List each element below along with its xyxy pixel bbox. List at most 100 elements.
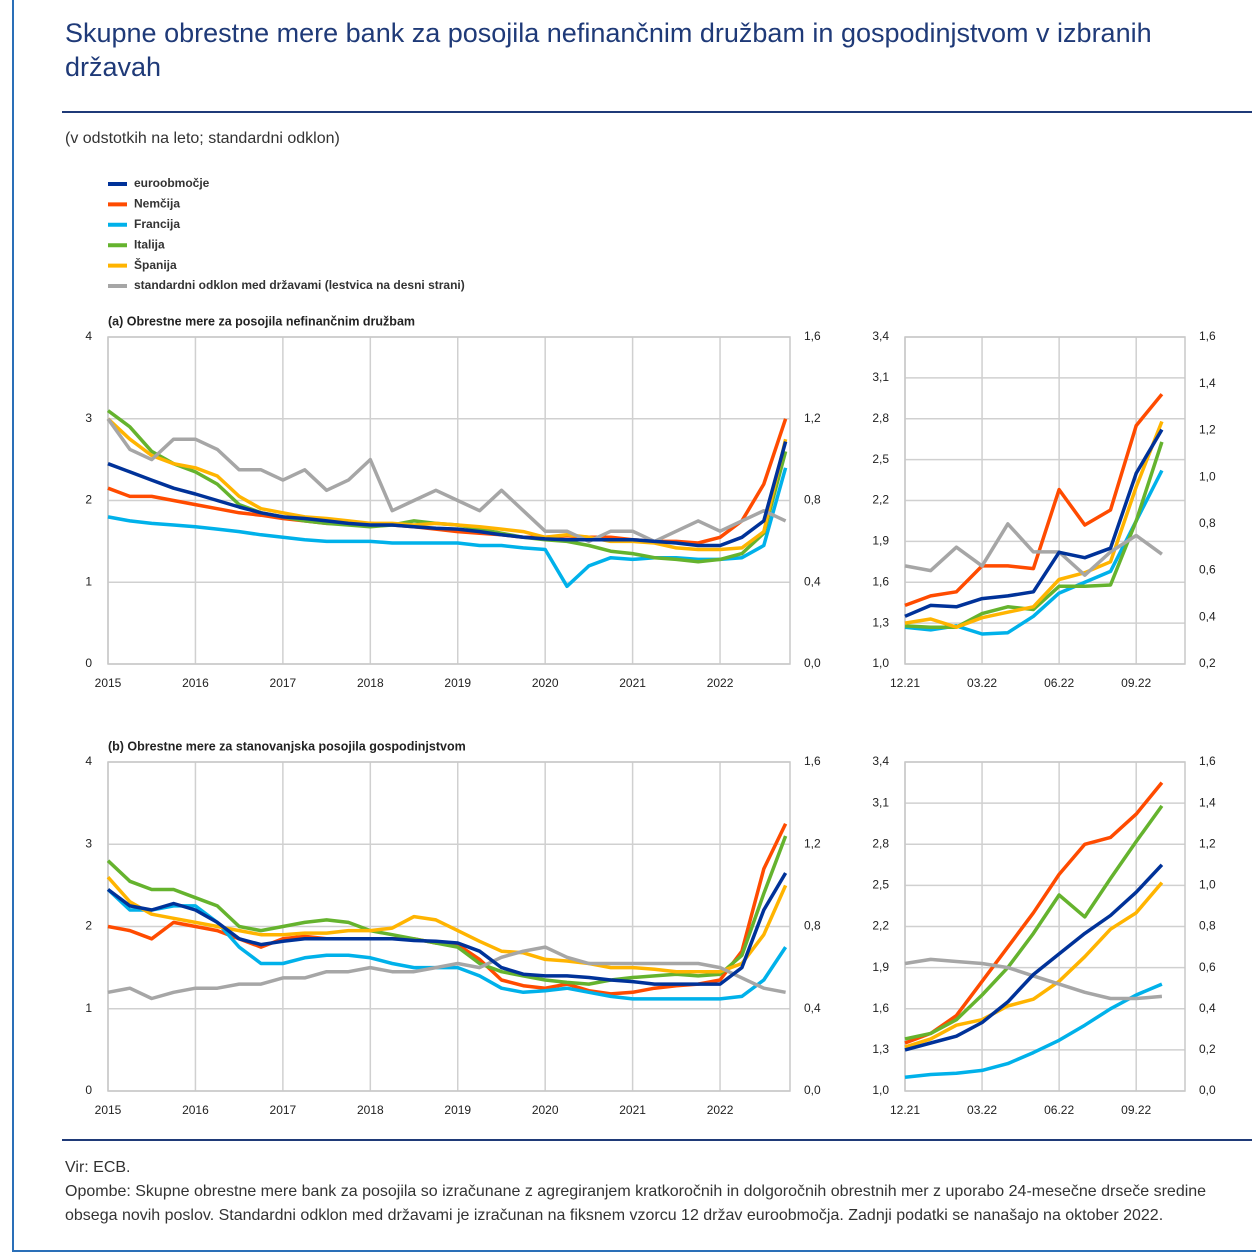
legend-label: Španija: [134, 257, 177, 272]
y2-tick-label: 0,8: [804, 493, 821, 507]
series-line: [106, 417, 787, 544]
y-tick-label: 1,6: [872, 1001, 889, 1015]
legend-label: Italija: [134, 237, 165, 251]
x-tick-label: 2015: [95, 1103, 122, 1117]
series-line: [904, 881, 1164, 1049]
series-line: [904, 393, 1164, 608]
y2-tick-label: 0,8: [1199, 516, 1216, 530]
footer: Vir: ECB. Opombe: Skupne obrestne mere b…: [65, 1156, 1240, 1228]
plot-frame: [904, 761, 1186, 1092]
x-tick-label: 03.22: [967, 1103, 997, 1117]
x-tick-label: 2018: [357, 676, 384, 690]
x-tick-label: 2016: [182, 1103, 209, 1117]
y2-tick-label: 1,0: [1199, 469, 1216, 483]
series-line: [904, 804, 1164, 1041]
x-tick-label: 2022: [707, 676, 734, 690]
y2-tick-label: 1,4: [1199, 376, 1216, 390]
y-tick-label: 0: [85, 656, 92, 670]
legend-label: standardni odklon med državami (lestvica…: [134, 278, 465, 292]
y2-tick-label: 1,6: [1199, 329, 1216, 343]
x-tick-label: 03.22: [967, 676, 997, 690]
source: Vir: ECB.: [65, 1159, 131, 1176]
x-tick-label: 2021: [619, 676, 646, 690]
panel-title: (a) Obrestne mere za posojila nefinančni…: [108, 314, 415, 328]
y2-tick-label: 0,0: [1199, 1083, 1216, 1097]
plot-frame: [107, 336, 791, 665]
x-tick-label: 06.22: [1044, 676, 1074, 690]
y2-tick-label: 0,4: [1199, 609, 1216, 623]
y2-tick-label: 1,6: [804, 754, 821, 768]
x-tick-label: 2016: [182, 676, 209, 690]
x-tick-label: 06.22: [1044, 1103, 1074, 1117]
y2-tick-label: 0,4: [1199, 1001, 1216, 1015]
y-tick-label: 2,5: [872, 452, 889, 466]
y-tick-label: 2: [85, 919, 92, 933]
y-tick-label: 3,4: [872, 329, 889, 343]
x-tick-label: 2017: [270, 676, 297, 690]
plot-frame: [904, 336, 1186, 665]
series-line: [904, 957, 1163, 1001]
y-tick-label: 2,2: [872, 919, 889, 933]
y-tick-label: 2,8: [872, 836, 889, 850]
x-tick-label: 12.21: [890, 676, 920, 690]
title: Skupne obrestne mere bank za posojila ne…: [65, 18, 1152, 82]
y2-tick-label: 1,2: [804, 836, 821, 850]
y2-tick-label: 0,6: [1199, 960, 1216, 974]
y2-tick-label: 0,4: [804, 574, 821, 588]
y-tick-label: 3,1: [872, 370, 889, 384]
subtitle: (v odstotkih na leto; standardni odklon): [65, 130, 340, 147]
y2-tick-label: 0,2: [1199, 656, 1216, 670]
y2-tick-label: 0,0: [804, 656, 821, 670]
series-line: [904, 420, 1164, 629]
series-line: [904, 781, 1164, 1045]
y-tick-label: 1,9: [872, 534, 889, 548]
y2-tick-label: 1,6: [804, 329, 821, 343]
x-tick-label: 09.22: [1121, 676, 1151, 690]
x-tick-label: 2019: [444, 676, 471, 690]
y-tick-label: 3: [85, 836, 92, 850]
y2-tick-label: 1,4: [1199, 795, 1216, 809]
y-tick-label: 1,0: [872, 1083, 889, 1097]
x-tick-label: 09.22: [1121, 1103, 1151, 1117]
y2-tick-label: 1,0: [1199, 878, 1216, 892]
y2-tick-label: 0,6: [1199, 563, 1216, 577]
y2-tick-label: 0,4: [804, 1001, 821, 1015]
y2-tick-label: 1,2: [1199, 836, 1216, 850]
series-line: [904, 863, 1164, 1052]
y-tick-label: 3: [85, 411, 92, 425]
series-line: [106, 875, 788, 974]
x-tick-label: 12.21: [890, 1103, 920, 1117]
series-line: [107, 441, 788, 548]
y-tick-label: 3,4: [872, 754, 889, 768]
x-tick-label: 2015: [95, 676, 122, 690]
y2-tick-label: 0,2: [1199, 1042, 1216, 1056]
x-tick-label: 2019: [444, 1103, 471, 1117]
y2-tick-label: 0,8: [804, 919, 821, 933]
y2-tick-label: 0,0: [804, 1083, 821, 1097]
y-tick-label: 4: [85, 329, 92, 343]
y-tick-label: 4: [85, 754, 92, 768]
y-tick-label: 1: [85, 574, 92, 588]
series-line: [904, 522, 1163, 577]
y2-tick-label: 1,2: [1199, 423, 1216, 437]
legend-label: Nemčija: [134, 197, 180, 211]
y-tick-label: 1,3: [872, 615, 889, 629]
y-tick-label: 1,0: [872, 656, 889, 670]
y2-tick-label: 0,8: [1199, 919, 1216, 933]
y-tick-label: 3,1: [872, 795, 889, 809]
series-line: [904, 441, 1164, 629]
y-tick-label: 2,2: [872, 493, 889, 507]
notes: Opombe: Skupne obrestne mere bank za pos…: [65, 1183, 1207, 1224]
frame: [12, 0, 1256, 1252]
x-tick-label: 2021: [619, 1103, 646, 1117]
panel-title: (b) Obrestne mere za stanovanjska posoji…: [108, 739, 466, 753]
y-tick-label: 1,9: [872, 960, 889, 974]
y-tick-label: 2: [85, 493, 92, 507]
y2-tick-label: 1,2: [804, 411, 821, 425]
legend-label: Francija: [134, 217, 180, 231]
y-tick-label: 1,6: [872, 574, 889, 588]
series-line: [106, 835, 788, 986]
x-tick-label: 2020: [532, 1103, 559, 1117]
series-line: [107, 945, 786, 1001]
